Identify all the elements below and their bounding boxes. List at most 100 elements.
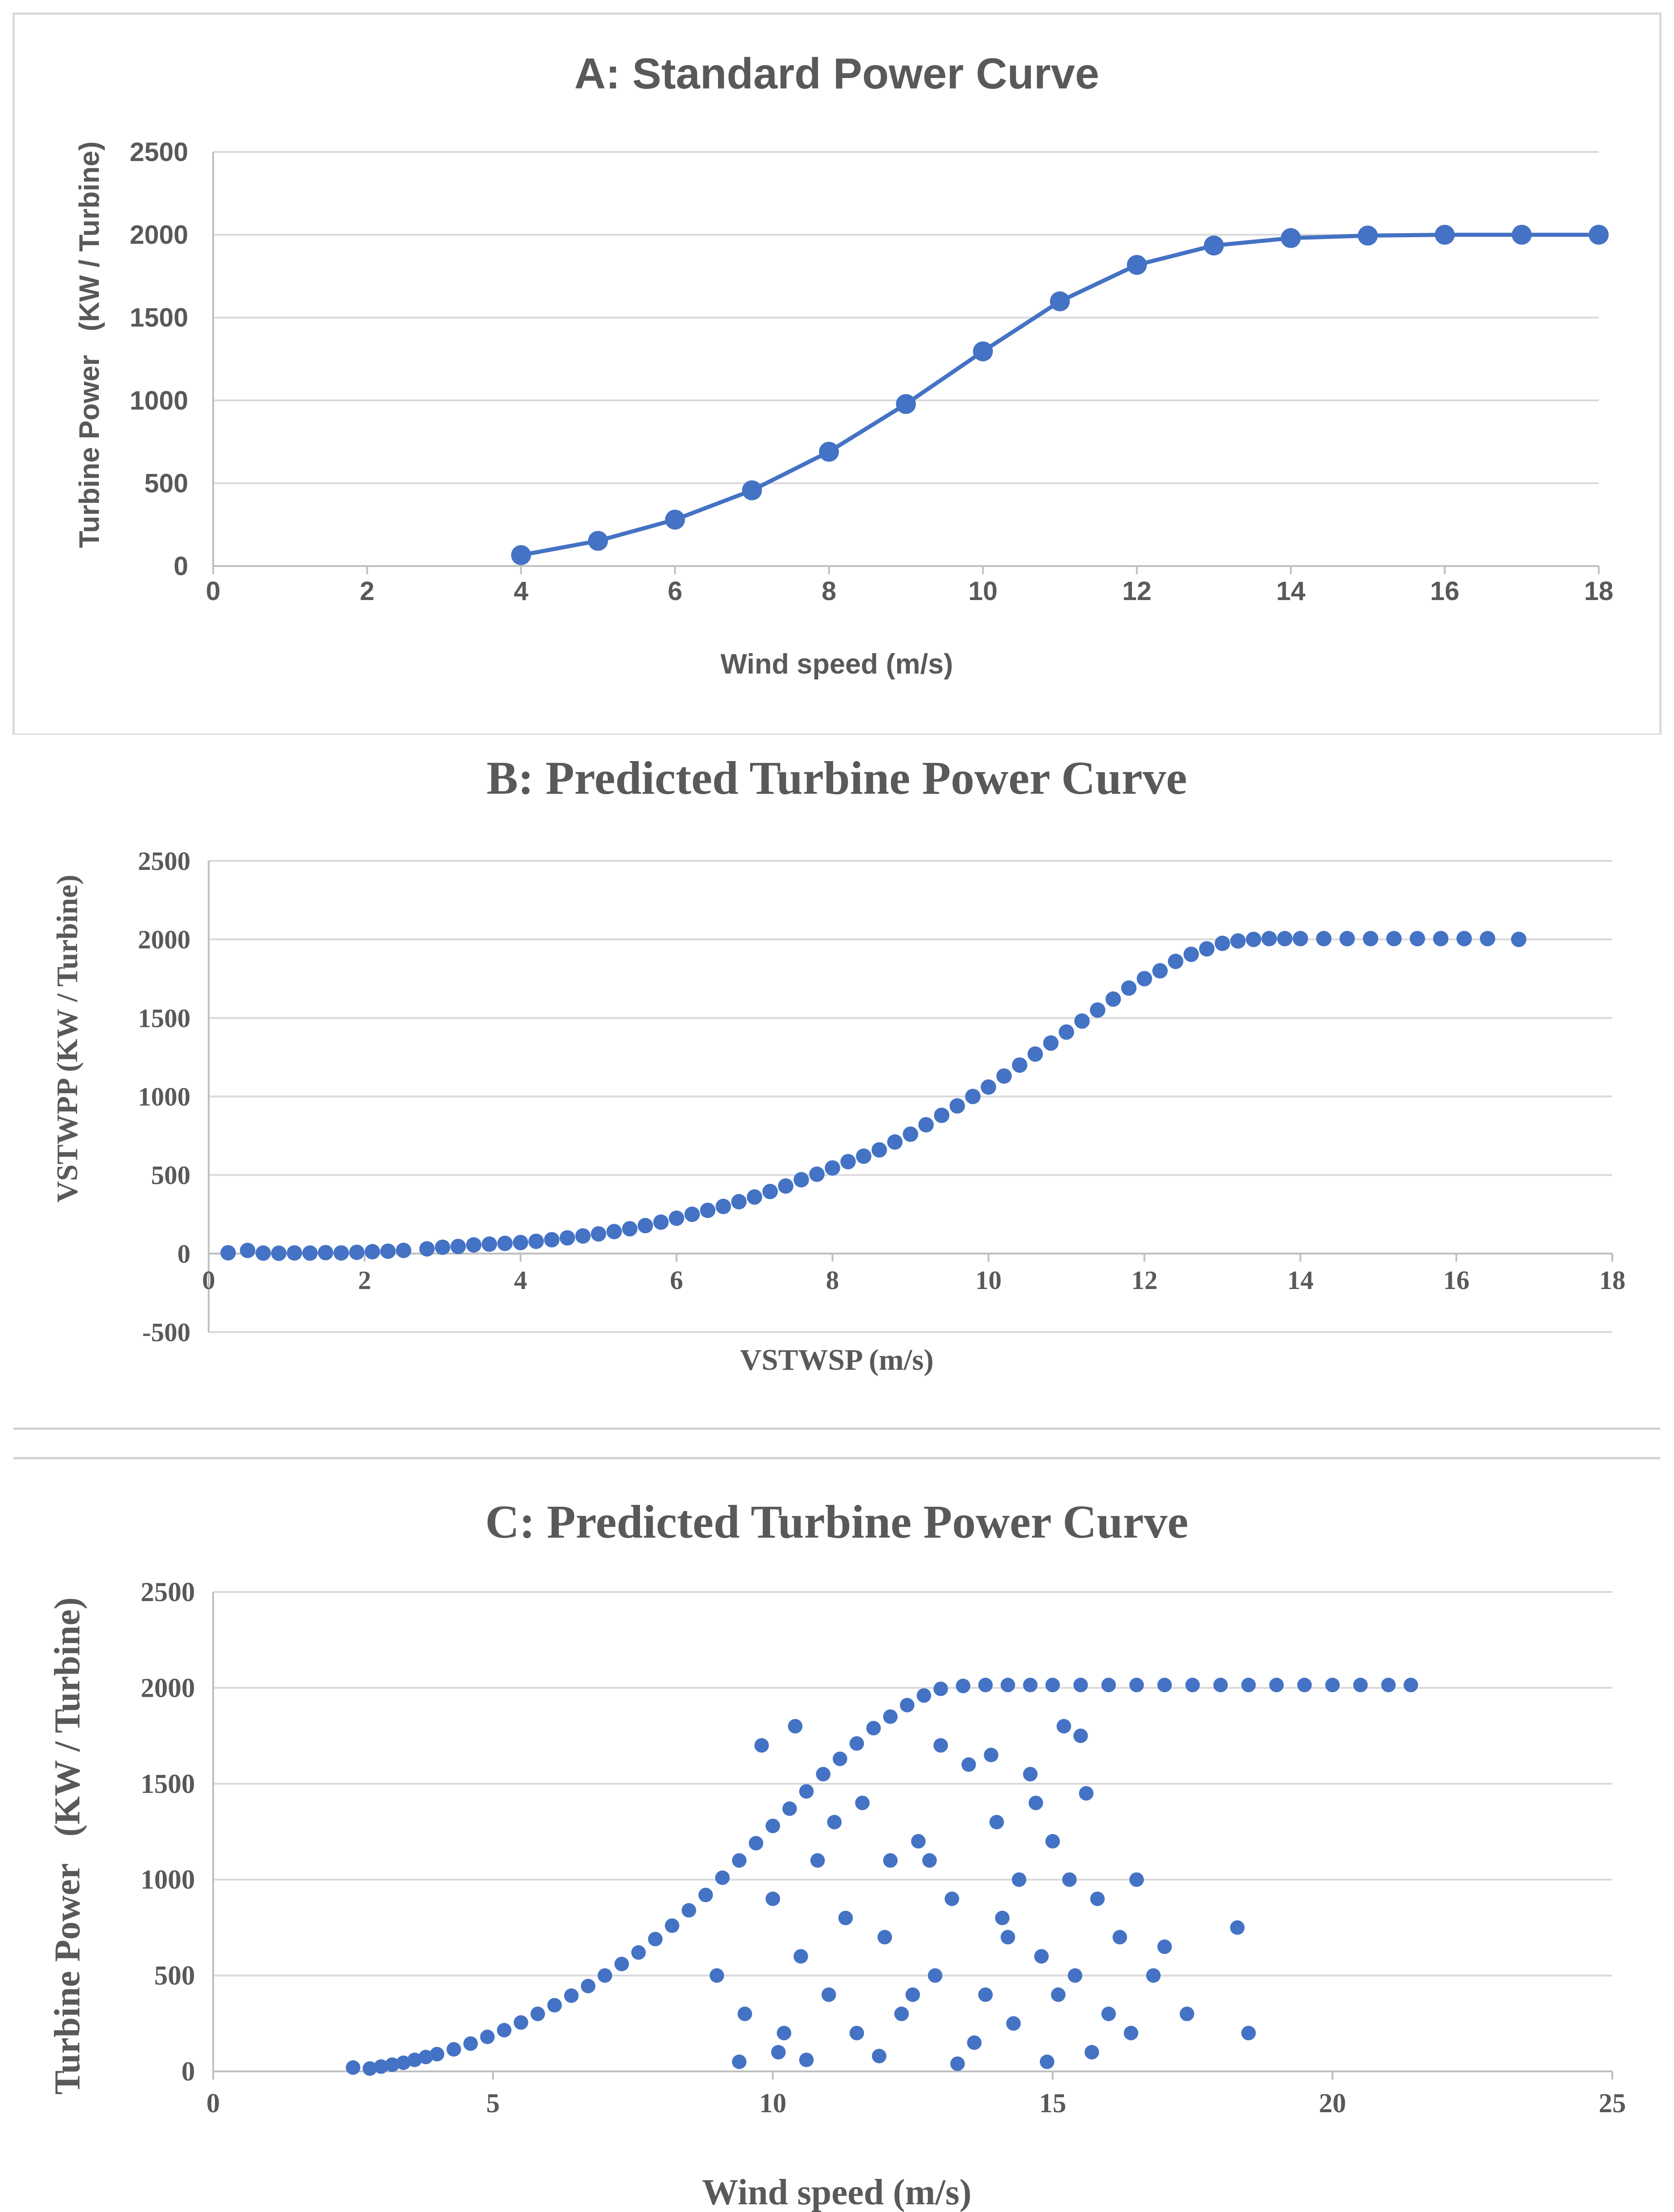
chart-c-data-point [944,1891,959,1906]
chart-c-data-point [429,2046,444,2061]
chart-c-xtick-label: 0 [206,2088,220,2118]
chart-b-data-point [349,1245,365,1260]
chart-b-xtick-label: 6 [670,1265,683,1295]
chart-b-data-point [302,1245,318,1261]
chart-a-xtick-label: 14 [1276,576,1306,606]
chart-b-data-point [1261,931,1277,947]
chart-c-data-point [766,1891,780,1906]
chart-b-xtick-label: 4 [514,1265,527,1295]
chart-c-data-point [855,1796,870,1811]
chart-b-data-point [903,1126,918,1142]
chart-a-data-point [1357,225,1378,246]
chart-c-data-point [497,2023,512,2038]
chart-c-data-point [849,2026,864,2041]
chart-c-data-point [681,1903,696,1918]
chart-c-data-point [1230,1920,1245,1935]
chart-b: B: Predicted Turbine Power Curve -500 0 50… [14,752,1660,1430]
chart-c-data-point [1011,1872,1026,1887]
chart-c-data-point [866,1721,881,1736]
chart-c-data-point [346,2060,361,2075]
chart-b-title: B: Predicted Turbine Power Curve [487,752,1187,804]
chart-c-data-point [1101,1678,1116,1693]
chart-c-data-point [956,1679,971,1694]
chart-b-data-point [747,1189,762,1205]
chart-a-xtick-label: 10 [968,576,998,606]
chart-c-data-point [1325,1678,1340,1693]
chart-c-data-point [709,1968,724,1983]
chart-b-data-point [1027,1046,1043,1062]
chart-b-data-point [809,1166,825,1182]
chart-c-data-point [872,2049,887,2064]
chart-b-xtick-label: 18 [1599,1265,1625,1295]
chart-a-series-line [521,233,1599,557]
chart-b-data-point [762,1184,778,1200]
chart-c-data-point [1403,1678,1418,1693]
chart-c-data-point [1123,2026,1138,2041]
chart-c-data-point [894,2007,909,2022]
chart-a: A: Standard Power Curve 0 500 1000 1500 2000… [12,12,1662,735]
chart-b-data-point [450,1239,466,1255]
chart-c-data-point [927,1968,942,1983]
chart-c-data-point [776,2026,791,2041]
chart-c-data-point [1180,2007,1195,2022]
chart-a-data-point [1204,235,1224,256]
chart-a-data-point [1512,225,1532,245]
chart-c: C: Predicted Turbine Power Curve 0500100… [14,1457,1660,2212]
chart-b-data-point [1277,931,1293,947]
chart-c-data-point [799,2052,814,2067]
chart-c-xlabel: Wind speed (m/s) [702,2173,971,2212]
chart-c-data-point [648,1932,663,1947]
chart-c-data-point [1101,2007,1116,2022]
chart-b-data-point [1183,947,1199,962]
chart-a-data-point [819,442,839,462]
chart-c-data-point [1146,1968,1161,1983]
chart-b-ytick-label: 500 [151,1161,190,1190]
chart-c-data-point [1241,1678,1256,1693]
chart-c-data-point [698,1888,713,1903]
chart-c-data-point [821,1987,836,2002]
chart-c-data-point [1185,1678,1200,1693]
chart-c-data-point [564,1988,579,2003]
chart-a-xtick-label: 0 [206,576,220,606]
chart-a-frame [12,12,1662,735]
chart-c-data-point [1034,1949,1049,1964]
chart-c-data-point [1241,2026,1256,2041]
chart-c-data-point [530,2007,545,2022]
chart-b-data-point [1152,963,1168,979]
chart-c-data-point [396,2055,411,2070]
chart-b-data-point [1043,1035,1059,1051]
chart-b-ylabel: VSTWPP (KW / Turbine) [51,874,84,1202]
chart-c-data-point [1000,1930,1015,1945]
chart-c-data-point [877,1930,892,1945]
chart-c-data-point [961,1757,976,1772]
chart-c-data-point [614,1957,629,1972]
chart-b-data-point [220,1245,236,1261]
chart-c-data-point [810,1853,825,1868]
chart-a-xtick-label: 12 [1122,576,1152,606]
chart-c-data-point [984,1748,999,1763]
chart-c-data-point [917,1688,932,1703]
chart-c-data-point [905,1987,920,2002]
chart-c-data-point [782,1801,797,1816]
chart-c-data-point [737,2007,752,2022]
chart-c-data-point [766,1818,780,1833]
chart-c-data-point [933,1681,948,1696]
chart-c-data-point [1028,1796,1043,1811]
chart-c-data-point [793,1949,808,1964]
chart-c-data-point [513,2015,528,2030]
chart-c-ylabel: Turbine Power (KW / Turbine) [48,1597,88,2095]
chart-b-data-point [497,1235,513,1251]
chart-b-data-point [395,1242,411,1258]
chart-b-data-point [700,1202,716,1218]
chart-a-data-point [511,545,531,565]
panel-c: C: Predicted Turbine Power Curve 0 500 100… [0,1438,1674,2212]
chart-c-xtick-label: 5 [486,2088,500,2118]
chart-b-data-point [1456,931,1472,947]
chart-c-title: C: Predicted Turbine Power Curve [485,1496,1188,1548]
chart-c-data-point [385,2057,400,2072]
chart-b-data-point [1362,931,1378,947]
chart-c-data-point [883,1709,898,1724]
chart-b-data-point [684,1206,700,1222]
chart-c-xtick-label: 15 [1039,2088,1066,2118]
chart-a-xtick-label: 18 [1584,576,1614,606]
